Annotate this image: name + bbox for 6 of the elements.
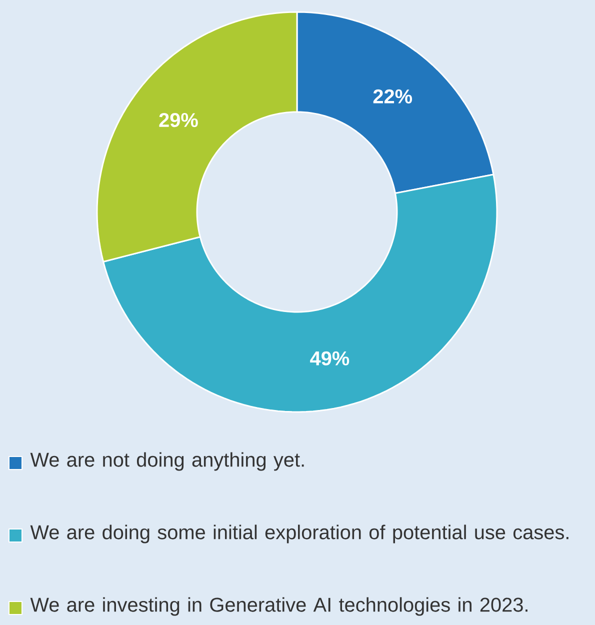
data-label: 49% (310, 351, 350, 366)
data-label: 22% (373, 89, 412, 104)
data-label: 29% (159, 113, 198, 128)
legend-label: We are doing some initial exploration of potential use cases. (30, 524, 568, 544)
legend-label: We are not doing anything yet. (30, 452, 304, 471)
legend-label: We are investing in Generative AI technologies in 2023. (30, 597, 528, 616)
